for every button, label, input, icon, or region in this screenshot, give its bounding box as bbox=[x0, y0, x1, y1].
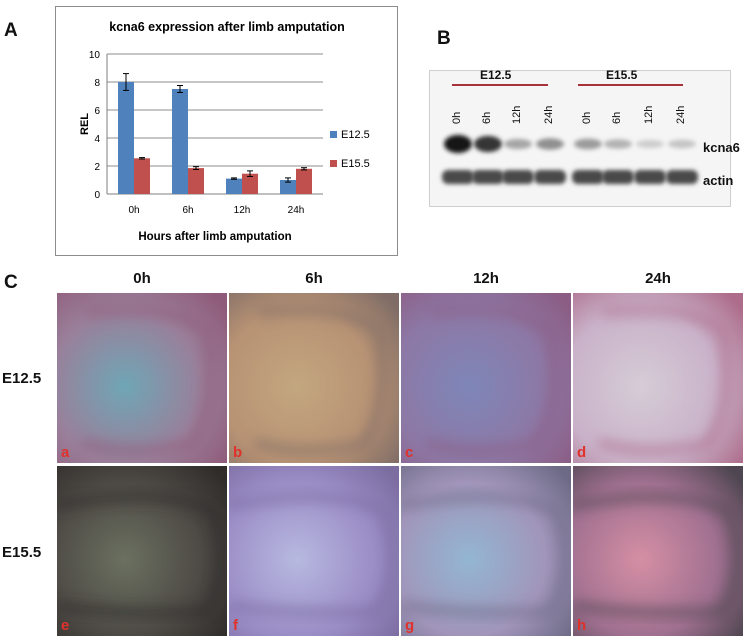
row-header-E15.5: E15.5 bbox=[2, 544, 42, 561]
x-axis-label: Hours after limb amputation bbox=[138, 231, 291, 243]
x-tick-label: 12h bbox=[234, 205, 251, 216]
y-tick-label: 10 bbox=[89, 50, 101, 61]
y-tick-label: 0 bbox=[94, 190, 100, 201]
x-tick-label: 24h bbox=[288, 205, 305, 216]
limb-photo-f: f bbox=[229, 466, 399, 636]
bar-E125-12h bbox=[226, 178, 242, 194]
blot-lane-label: 12h bbox=[643, 105, 655, 124]
limb-photo-b: b bbox=[229, 293, 399, 463]
limb-photo-g: g bbox=[401, 466, 571, 636]
actin-band bbox=[634, 170, 666, 184]
bar-E125-24h bbox=[280, 180, 296, 194]
panel-label-c: C bbox=[4, 272, 18, 293]
photo-letter-b: b bbox=[233, 444, 243, 461]
x-tick-label: 6h bbox=[182, 205, 193, 216]
bar-E155-0h bbox=[134, 158, 150, 194]
limb-photo-e: e bbox=[57, 466, 227, 636]
limb-photo-c: c bbox=[401, 293, 571, 463]
actin-band bbox=[602, 170, 634, 184]
y-axis-label: REL bbox=[79, 113, 91, 135]
blot-lane-label: 0h bbox=[581, 111, 593, 124]
bar-E125-6h bbox=[172, 89, 188, 194]
y-tick-label: 8 bbox=[94, 78, 100, 89]
blot-lane-label: 24h bbox=[543, 105, 555, 124]
kcna6-band bbox=[636, 139, 664, 149]
bar-E155-6h bbox=[188, 168, 204, 194]
blot-lane-label: 12h bbox=[511, 105, 523, 124]
actin-band bbox=[534, 170, 566, 184]
legend-label: E12.5 bbox=[341, 129, 370, 141]
kcna6-band bbox=[604, 139, 632, 149]
column-header-6h: 6h bbox=[305, 270, 323, 287]
actin-band bbox=[472, 170, 504, 184]
column-header-0h: 0h bbox=[133, 270, 151, 287]
blot-lane-label: 6h bbox=[611, 111, 623, 124]
blot-row-label-actin: actin bbox=[703, 173, 734, 188]
bar-E155-24h bbox=[296, 168, 312, 194]
blot-row-label-kcna6: kcna6 bbox=[703, 140, 740, 155]
blot-lane-label: 6h bbox=[481, 111, 493, 124]
legend-swatch bbox=[330, 131, 337, 138]
blot-lane-label: 0h bbox=[451, 111, 463, 124]
photo-letter-g: g bbox=[405, 617, 415, 634]
limb-photo-h: h bbox=[573, 466, 743, 636]
photo-letter-f: f bbox=[233, 617, 238, 634]
actin-band bbox=[572, 170, 604, 184]
kcna6-band bbox=[574, 138, 602, 150]
limb-photo-a: a bbox=[57, 293, 227, 463]
panel-label-b: B bbox=[437, 28, 451, 49]
bar-chart-frame bbox=[55, 6, 398, 256]
photo-letter-h: h bbox=[577, 617, 587, 634]
actin-band bbox=[666, 170, 698, 184]
blot-group-label: E12.5 bbox=[480, 68, 512, 82]
kcna6-band bbox=[474, 135, 502, 153]
kcna6-band bbox=[668, 139, 696, 149]
blot-lane-label: 24h bbox=[675, 105, 687, 124]
bar-E125-0h bbox=[118, 82, 134, 194]
photo-letter-e: e bbox=[61, 617, 70, 634]
actin-band bbox=[502, 170, 534, 184]
limb-photo-d: d bbox=[573, 293, 743, 463]
y-tick-label: 2 bbox=[94, 162, 100, 173]
kcna6-band bbox=[504, 138, 532, 150]
chart-title: kcna6 expression after limb amputation bbox=[109, 20, 345, 34]
photo-letter-c: c bbox=[405, 444, 414, 461]
kcna6-band bbox=[444, 135, 472, 153]
western-blot bbox=[429, 70, 731, 207]
blot-group-line bbox=[578, 84, 683, 86]
bar-E155-12h bbox=[242, 173, 258, 194]
photo-letter-d: d bbox=[577, 444, 587, 461]
blot-group-line bbox=[452, 84, 548, 86]
legend-label: E15.5 bbox=[341, 158, 370, 170]
row-header-E12.5: E12.5 bbox=[2, 370, 42, 387]
column-header-24h: 24h bbox=[645, 270, 671, 287]
blot-group-label: E15.5 bbox=[606, 68, 638, 82]
panel-label-a: A bbox=[4, 20, 18, 41]
column-header-12h: 12h bbox=[473, 270, 499, 287]
y-tick-label: 4 bbox=[94, 134, 100, 145]
photo-letter-a: a bbox=[61, 444, 70, 461]
kcna6-band bbox=[536, 138, 564, 150]
actin-band bbox=[442, 170, 474, 184]
legend-swatch bbox=[330, 160, 337, 167]
y-tick-label: 6 bbox=[94, 106, 100, 117]
x-tick-label: 0h bbox=[128, 205, 139, 216]
